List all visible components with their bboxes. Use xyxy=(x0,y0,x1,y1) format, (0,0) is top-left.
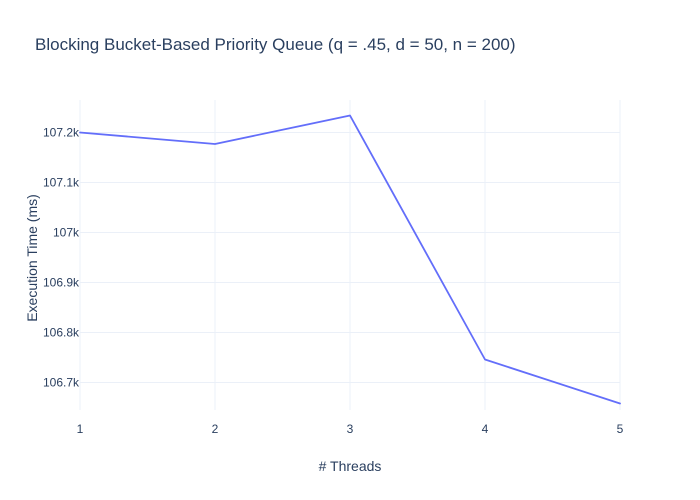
y-tick-label: 106.8k xyxy=(43,326,80,340)
x-tick-label: 4 xyxy=(482,422,489,436)
x-tick-label: 2 xyxy=(212,422,219,436)
grid xyxy=(79,100,621,410)
y-tick-label: 107k xyxy=(53,226,80,240)
x-tick-label: 5 xyxy=(617,422,624,436)
x-tick-label: 1 xyxy=(77,422,84,436)
y-tick-label: 107.2k xyxy=(43,126,80,140)
y-tick-label: 107.1k xyxy=(43,176,80,190)
y-axis-ticks: 106.7k 106.8k 106.9k 107k 107.1k 107.2k xyxy=(43,126,80,390)
series-layer xyxy=(79,114,621,405)
y-tick-label: 106.9k xyxy=(43,276,80,290)
chart-title: Blocking Bucket-Based Priority Queue (q … xyxy=(35,35,516,54)
y-tick-label: 106.7k xyxy=(43,376,80,390)
x-axis-label: # Threads xyxy=(319,458,382,474)
x-axis-ticks: 1 2 3 4 5 xyxy=(77,422,624,436)
x-tick-label: 3 xyxy=(347,422,354,436)
series-line xyxy=(79,114,621,405)
y-axis-label: Execution Time (ms) xyxy=(24,194,40,322)
